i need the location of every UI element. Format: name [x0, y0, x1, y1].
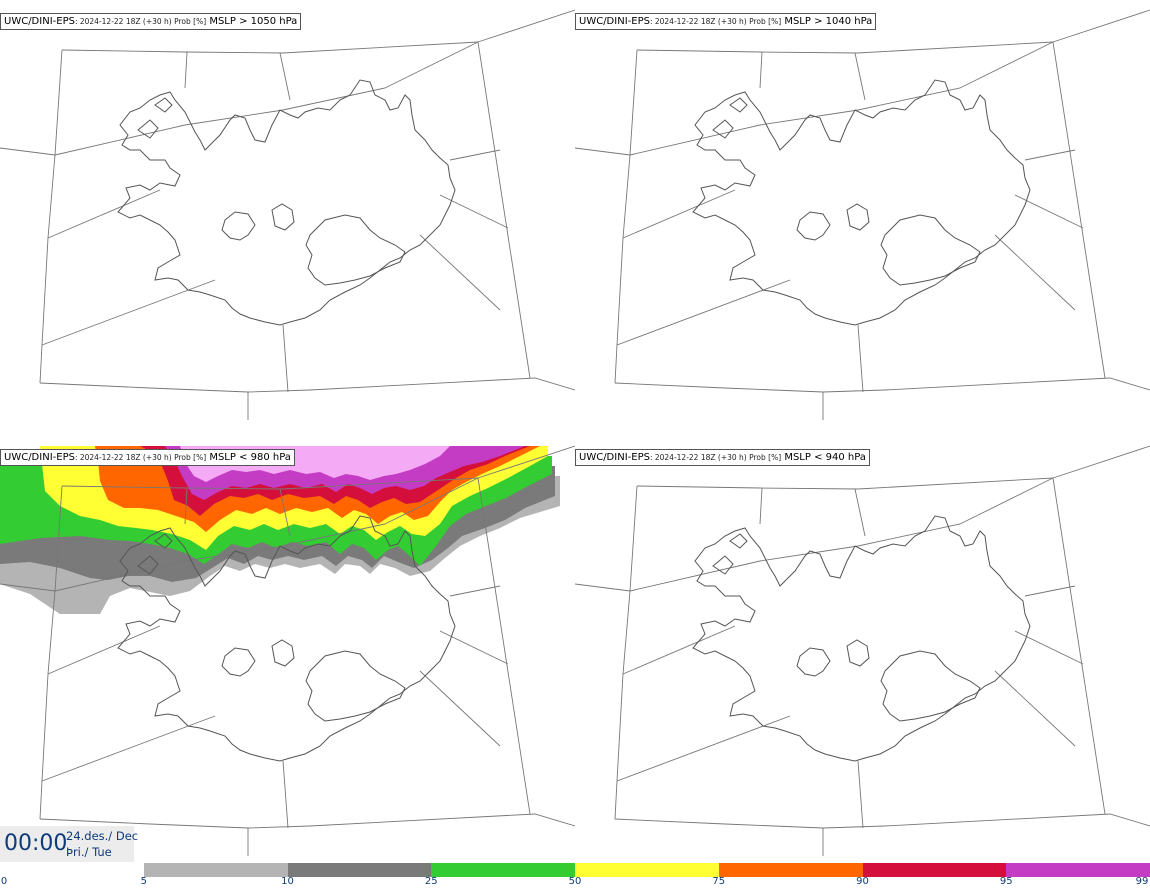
run-info: : 2024-12-22 18Z (+30 h) Prob [%]	[74, 453, 207, 462]
map-panel-mslp-gt-1040: UWC/DINI-EPS: 2024-12-22 18Z (+30 h) Pro…	[575, 0, 1150, 430]
model-name: UWC/DINI-EPS	[4, 16, 75, 27]
run-info: : 2024-12-22 18Z (+30 h) Prob [%]	[74, 17, 207, 26]
colorbar-tick-label: 75	[712, 876, 726, 887]
basemap	[0, 9, 575, 420]
colorbar-tick-label: 5	[140, 876, 147, 887]
valid-weekday: Þri./ Tue	[66, 845, 112, 859]
valid-time-clock: 00:00	[4, 831, 68, 856]
panel-title: UWC/DINI-EPS: 2024-12-22 18Z (+30 h) Pro…	[575, 449, 870, 466]
map-canvas	[0, 445, 575, 856]
threshold-label: MSLP > 1040 hPa	[784, 16, 873, 27]
colorbar-tick-label: 90	[856, 876, 869, 887]
colorbar-bin	[287, 863, 432, 877]
valid-date: 24.des./ Dec	[66, 829, 139, 843]
colorbar-bin	[575, 863, 719, 877]
model-name: UWC/DINI-EPS	[4, 452, 75, 463]
model-name: UWC/DINI-EPS	[579, 452, 650, 463]
map-panel-mslp-lt-940: UWC/DINI-EPS: 2024-12-22 18Z (+30 h) Pro…	[575, 436, 1150, 866]
colorbar-tick-label: 10	[281, 876, 294, 887]
threshold-label: MSLP < 980 hPa	[209, 452, 291, 463]
colorbar-bin	[862, 863, 1007, 877]
colorbar-tick-label: 0	[0, 876, 8, 887]
iceland-coastline	[692, 515, 1031, 762]
basemap	[575, 9, 1150, 420]
iceland-coastline	[117, 79, 456, 326]
region-boundaries	[575, 9, 1150, 420]
map-canvas	[575, 445, 1150, 856]
region-boundaries	[0, 445, 575, 856]
basemap	[0, 445, 575, 856]
iceland-coastline	[117, 515, 456, 762]
colorbar-bin	[718, 863, 863, 877]
colorbar-bin	[431, 863, 575, 877]
colorbar-tick-label: 95	[999, 876, 1013, 887]
basemap	[575, 445, 1150, 856]
probability-shading	[0, 446, 560, 614]
run-info: : 2024-12-22 18Z (+30 h) Prob [%]	[649, 453, 782, 462]
run-info: : 2024-12-22 18Z (+30 h) Prob [%]	[649, 17, 782, 26]
model-name: UWC/DINI-EPS	[579, 16, 650, 27]
threshold-label: MSLP < 940 hPa	[784, 452, 866, 463]
colorbar-bin	[1006, 863, 1150, 877]
threshold-label: MSLP > 1050 hPa	[209, 16, 298, 27]
colorbar-tick-label: 99	[1135, 876, 1149, 887]
panel-title: UWC/DINI-EPS: 2024-12-22 18Z (+30 h) Pro…	[0, 13, 302, 30]
map-panel-mslp-gt-1050: UWC/DINI-EPS: 2024-12-22 18Z (+30 h) Pro…	[0, 0, 575, 430]
colorbar-tick-label: 25	[424, 876, 438, 887]
colorbar-bin	[143, 863, 288, 877]
map-canvas	[0, 9, 575, 420]
map-panel-mslp-lt-980: UWC/DINI-EPS: 2024-12-22 18Z (+30 h) Pro…	[0, 436, 575, 866]
map-canvas	[575, 9, 1150, 420]
iceland-coastline	[692, 79, 1031, 326]
region-boundaries	[575, 445, 1150, 856]
region-boundaries	[0, 9, 575, 420]
panel-title: UWC/DINI-EPS: 2024-12-22 18Z (+30 h) Pro…	[0, 449, 295, 466]
colorbar-tick-label: 50	[568, 876, 582, 887]
probability-colorbar: 0 5 10 25 50 75 90 95 99	[0, 862, 1150, 891]
panel-title: UWC/DINI-EPS: 2024-12-22 18Z (+30 h) Pro…	[575, 13, 877, 30]
valid-time-box: 00:00 24.des./ Dec Þri./ Tue	[0, 826, 138, 862]
